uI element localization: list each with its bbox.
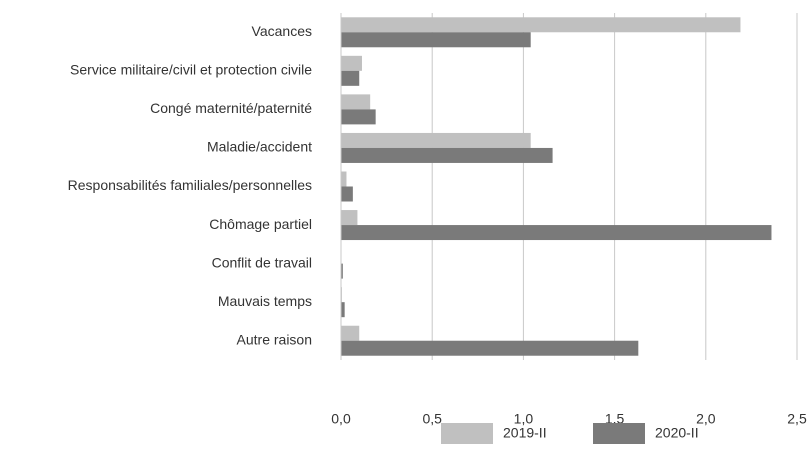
x-tick-label: 0,5 [422,411,442,427]
legend-label: 2020-II [655,425,699,441]
x-tick-label: 2,0 [696,411,716,427]
bar [341,302,345,318]
bar [341,70,360,86]
bar [341,263,343,279]
bar [341,325,360,341]
x-tick-label: 1,5 [605,411,625,427]
legend-swatch [593,423,645,444]
bar [341,147,553,163]
category-label: Congé maternité/paternité [150,100,312,116]
category-label: Chômage partiel [209,216,312,232]
bar [341,171,347,187]
legend-label: 2019-II [503,425,547,441]
category-label: Service militaire/civil et protection ci… [70,62,312,78]
bar [341,132,531,148]
category-label: Maladie/accident [207,139,312,155]
bar [341,94,371,110]
category-label: Responsabilités familiales/personnelles [68,177,312,193]
bar [341,225,772,241]
category-label: Autre raison [237,331,312,347]
bar [341,186,353,202]
bar [341,55,362,71]
bar [341,210,358,226]
category-label: Conflit de travail [212,254,312,270]
bar [341,32,531,48]
bar [341,340,639,356]
bar [341,109,376,125]
bar [341,17,741,33]
x-tick-label: 2,5 [787,411,807,427]
category-label: Vacances [252,23,312,39]
x-tick-label: 0,0 [331,411,351,427]
legend-swatch [441,423,493,444]
category-label: Mauvais temps [218,293,312,309]
x-tick-label: 1,0 [514,411,534,427]
